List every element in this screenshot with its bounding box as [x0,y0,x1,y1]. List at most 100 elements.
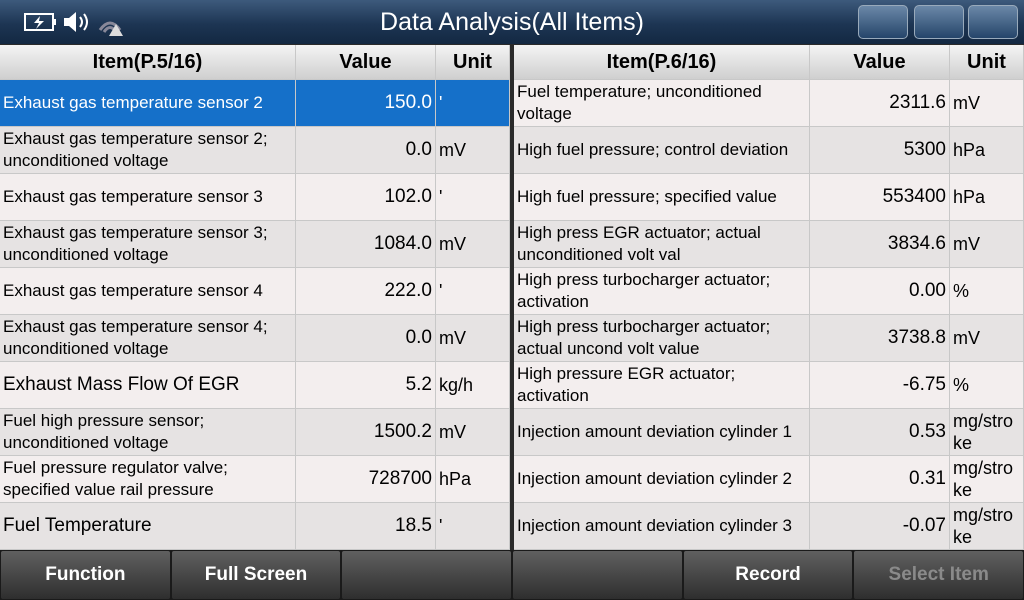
table-row[interactable]: Injection amount deviation cylinder 3 -0.… [514,503,1024,550]
item-value: 1084.0 [296,221,436,267]
item-unit: mg/stroke [950,456,1024,502]
item-value: 150.0 [296,80,436,126]
item-name: Exhaust gas temperature sensor 4; uncond… [0,315,296,361]
item-name: High fuel pressure; specified value [514,174,810,220]
item-value: 0.0 [296,315,436,361]
table-row[interactable]: Fuel Temperature 18.5 ' [0,503,510,550]
left-table: Item(P.5/16) Value Unit Exhaust gas tempera… [0,45,510,550]
column-header: Item(P.6/16) [514,45,810,79]
item-unit: mV [436,127,510,173]
table-row[interactable]: Exhaust Mass Flow Of EGR 5.2 kg/h [0,362,510,409]
item-value: 553400 [810,174,950,220]
item-value: 222.0 [296,268,436,314]
table-row[interactable]: Fuel temperature; unconditioned voltage 2… [514,80,1024,127]
title: Data Analysis(All Items) [380,8,644,36]
back-button[interactable] [914,5,964,39]
item-value: 102.0 [296,174,436,220]
table-row[interactable]: Fuel high pressure sensor; unconditioned… [0,409,510,456]
item-unit: mV [436,315,510,361]
item-value: -6.75 [810,362,950,408]
table-row[interactable]: Exhaust gas temperature sensor 2; uncond… [0,127,510,174]
table-row[interactable]: Exhaust gas temperature sensor 4 222.0 ' [0,268,510,315]
header-row: Item(P.5/16) Value Unit [0,45,510,80]
table-row[interactable]: Exhaust gas temperature sensor 3 102.0 ' [0,174,510,221]
item-unit: mg/stroke [950,503,1024,549]
item-value: 5300 [810,127,950,173]
item-value: 1500.2 [296,409,436,455]
item-unit: ' [436,80,510,126]
full-screen-button[interactable]: Full Screen [171,551,341,599]
item-name: Exhaust gas temperature sensor 2 [0,80,296,126]
empty-button [342,551,512,599]
table-row[interactable]: High press EGR actuator; actual uncondit… [514,221,1024,268]
item-name: High press turbocharger actuator; activa… [514,268,810,314]
select-item-button: Select Item [854,551,1024,599]
item-value: 0.00 [810,268,950,314]
item-name: Exhaust gas temperature sensor 3 [0,174,296,220]
item-value: 2311.6 [810,80,950,126]
item-name: Exhaust gas temperature sensor 4 [0,268,296,314]
table-row[interactable]: Injection amount deviation cylinder 2 0.3… [514,456,1024,503]
header-row: Item(P.6/16) Value Unit [514,45,1024,80]
home-button[interactable] [968,5,1018,39]
item-name: Injection amount deviation cylinder 1 [514,409,810,455]
item-name: Injection amount deviation cylinder 2 [514,456,810,502]
item-unit: ' [436,503,510,549]
item-unit: mV [950,80,1024,126]
item-value: 0.53 [810,409,950,455]
column-header: Unit [950,45,1024,79]
item-value: 5.2 [296,362,436,408]
item-name: Fuel high pressure sensor; unconditioned… [0,409,296,455]
item-value: 3834.6 [810,221,950,267]
item-name: Exhaust gas temperature sensor 3; uncond… [0,221,296,267]
table-row[interactable]: Fuel pressure regulator valve; specified… [0,456,510,503]
item-unit: mV [950,315,1024,361]
function-button[interactable]: Function [1,551,170,599]
item-value: 18.5 [296,503,436,549]
table-row[interactable]: High pressure EGR actuator; activation -6… [514,362,1024,409]
item-unit: hPa [950,174,1024,220]
table-row[interactable]: High fuel pressure; specified value 55340… [514,174,1024,221]
item-unit: mV [950,221,1024,267]
item-name: High fuel pressure; control deviation [514,127,810,173]
item-value: 0.31 [810,456,950,502]
screenshot-button[interactable] [858,5,908,39]
empty-button [513,551,682,599]
item-value: 728700 [296,456,436,502]
table-row[interactable]: Injection amount deviation cylinder 1 0.5… [514,409,1024,456]
item-unit: mg/stroke [950,409,1024,455]
table-row[interactable]: High fuel pressure; control deviation 530… [514,127,1024,174]
record-button[interactable]: Record [683,551,853,599]
item-unit: ' [436,268,510,314]
table-row[interactable]: High press turbocharger actuator; activa… [514,268,1024,315]
column-header: Value [296,45,436,79]
table-row[interactable]: High press turbocharger actuator; actual… [514,315,1024,362]
item-unit: kg/h [436,362,510,408]
item-unit: ' [436,174,510,220]
item-value: -0.07 [810,503,950,549]
table-row[interactable]: Exhaust gas temperature sensor 2 150.0 ' [0,80,510,127]
header: Data Analysis(All Items) [0,0,1024,44]
item-value: 3738.8 [810,315,950,361]
item-unit: % [950,268,1024,314]
item-name: High press turbocharger actuator; actual… [514,315,810,361]
item-unit: mV [436,409,510,455]
item-unit: % [950,362,1024,408]
column-header: Value [810,45,950,79]
right-table: Item(P.6/16) Value Unit Fuel temperature; u… [514,45,1024,550]
item-value: 0.0 [296,127,436,173]
column-header: Unit [436,45,510,79]
table-row[interactable]: Exhaust gas temperature sensor 3; uncond… [0,221,510,268]
item-name: Injection amount deviation cylinder 3 [514,503,810,549]
item-unit: mV [436,221,510,267]
item-name: Exhaust gas temperature sensor 2; uncond… [0,127,296,173]
column-header: Item(P.5/16) [0,45,296,79]
item-unit: hPa [436,456,510,502]
item-name: Fuel pressure regulator valve; specified… [0,456,296,502]
item-name: High pressure EGR actuator; activation [514,362,810,408]
button-bar: Function Full Screen Record Select Item [0,550,1024,600]
table-row[interactable]: Exhaust gas temperature sensor 4; uncond… [0,315,510,362]
item-name: Fuel temperature; unconditioned voltage [514,80,810,126]
item-name: High press EGR actuator; actual uncondit… [514,221,810,267]
